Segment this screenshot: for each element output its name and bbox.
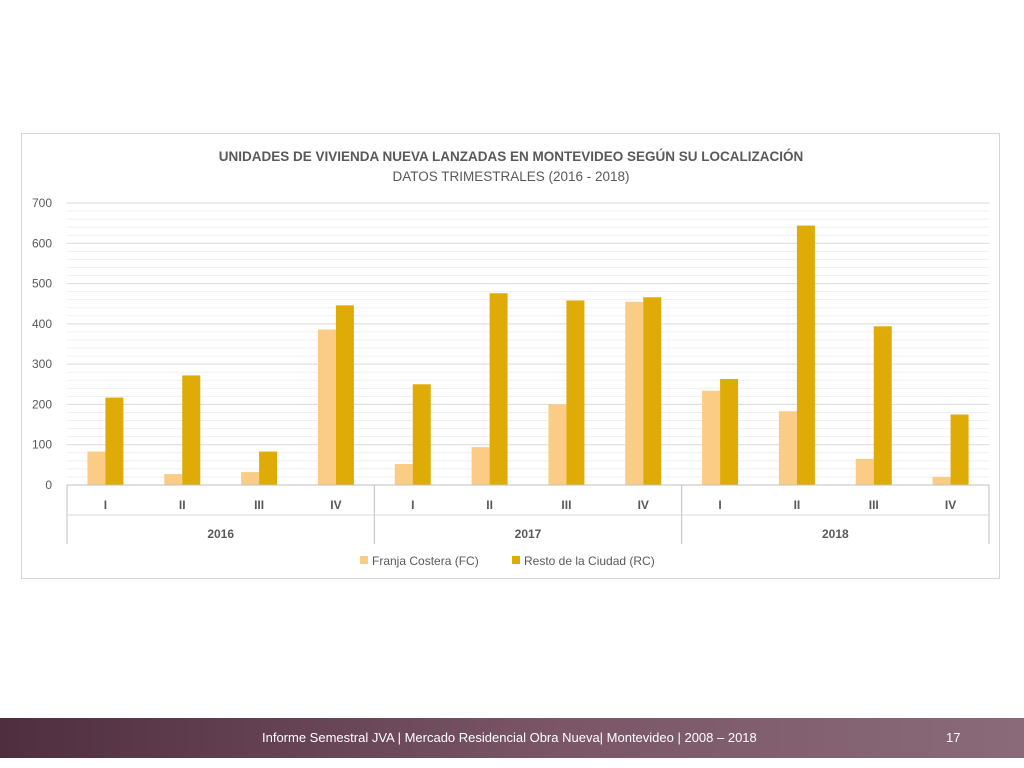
bar-rc: [259, 451, 278, 485]
chart-frame: UNIDADES DE VIVIENDA NUEVA LANZADAS EN M…: [21, 133, 1000, 579]
x-group-label: 2016: [207, 527, 234, 541]
bar-fc: [471, 447, 490, 485]
footer-bar: Informe Semestral JVA | Mercado Residenc…: [0, 718, 1024, 758]
y-tick-label: 500: [32, 277, 52, 291]
chart-subtitle: DATOS TRIMESTRALES (2016 - 2018): [392, 169, 629, 184]
bar-rc: [489, 293, 508, 485]
y-axis: 0 100 200 300 400 500 600 700: [32, 196, 52, 492]
bar-rc: [335, 305, 354, 485]
x-tick-label: III: [561, 498, 571, 512]
bar-fc: [548, 404, 567, 485]
x-tick-label: IV: [945, 498, 956, 512]
bar-fc: [778, 411, 797, 485]
bar-chart: UNIDADES DE VIVIENDA NUEVA LANZADAS EN M…: [32, 149, 990, 568]
y-tick-label: 0: [45, 478, 52, 492]
y-tick-label: 200: [32, 397, 52, 411]
x-tick-label: I: [411, 498, 414, 512]
bar-rc: [873, 326, 892, 485]
bar-fc: [394, 464, 413, 485]
x-tick-label: IV: [330, 498, 341, 512]
bar-rc: [412, 384, 431, 485]
gridlines: [67, 202, 989, 478]
y-tick-label: 400: [32, 317, 52, 331]
legend-label: Franja Costera (FC): [372, 554, 479, 568]
x-tick-label: II: [179, 498, 186, 512]
bar-rc: [720, 379, 739, 485]
x-group-label: 2018: [822, 527, 849, 541]
bar-fc: [855, 458, 874, 485]
y-tick-label: 700: [32, 196, 52, 210]
x-tick-label: III: [254, 498, 264, 512]
x-group-label: 2017: [515, 527, 542, 541]
bar-rc: [182, 375, 201, 485]
bar-fc: [87, 451, 106, 485]
bar-fc: [317, 329, 336, 485]
y-tick-label: 100: [32, 438, 52, 452]
chart-title: UNIDADES DE VIVIENDA NUEVA LANZADAS EN M…: [219, 149, 804, 164]
bar-rc: [105, 397, 124, 485]
x-tick-label: III: [869, 498, 879, 512]
y-tick-label: 300: [32, 357, 52, 371]
bar-fc: [702, 390, 721, 485]
bar-fc: [625, 301, 644, 485]
x-tick-label: I: [104, 498, 107, 512]
page-number: 17: [946, 730, 961, 745]
bar-rc: [643, 297, 662, 485]
bar-rc: [796, 225, 815, 485]
x-tick-label: II: [486, 498, 493, 512]
x-tick-label: II: [794, 498, 801, 512]
x-tick-label: IV: [638, 498, 649, 512]
footer-text: Informe Semestral JVA | Mercado Residenc…: [262, 730, 757, 745]
bar-fc: [932, 476, 951, 485]
bar-fc: [164, 474, 183, 485]
legend-swatch: [512, 556, 520, 564]
legend-label: Resto de la Ciudad (RC): [524, 554, 655, 568]
bars: [87, 225, 969, 485]
legend-swatch: [360, 556, 368, 564]
legend: Franja Costera (FC) Resto de la Ciudad (R…: [360, 554, 655, 568]
bar-fc: [241, 472, 260, 485]
bar-rc: [950, 414, 969, 485]
y-tick-label: 600: [32, 236, 52, 250]
bar-rc: [566, 300, 585, 485]
x-tick-label: I: [718, 498, 721, 512]
